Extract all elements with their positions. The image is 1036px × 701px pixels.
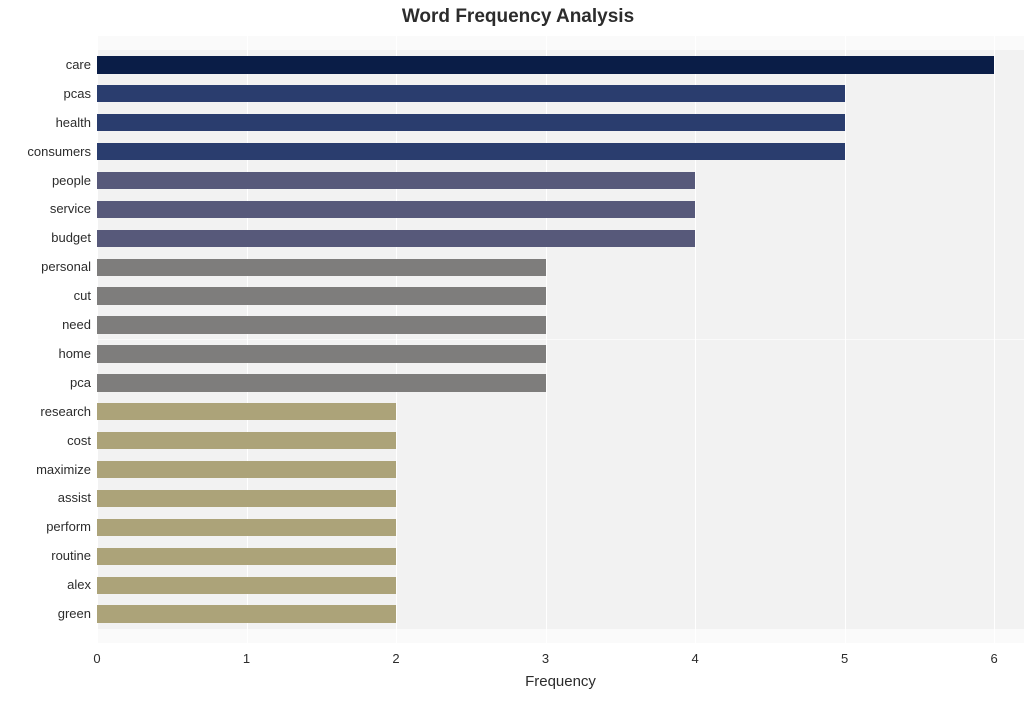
gridline [994,36,995,643]
x-tick-label: 1 [243,651,250,666]
bar [97,201,695,218]
y-tick-label: people [52,173,91,188]
bar [97,548,396,565]
y-tick-label: budget [51,230,91,245]
y-tick-label: pca [70,375,91,390]
y-tick-label: routine [51,548,91,563]
bar [97,432,396,449]
bar [97,114,845,131]
y-tick-label: personal [41,259,91,274]
y-tick-label: cut [74,288,91,303]
bar [97,230,695,247]
y-tick-label: care [66,57,91,72]
bar [97,85,845,102]
y-tick-label: need [62,317,91,332]
bar [97,605,396,622]
y-tick-label: home [58,346,91,361]
y-tick-label: health [56,115,91,130]
bar [97,374,546,391]
y-tick-label: maximize [36,462,91,477]
x-tick-label: 2 [392,651,399,666]
plot-area [97,36,1024,643]
x-axis-label: Frequency [97,673,1024,690]
y-tick-label: consumers [27,144,91,159]
y-tick-label: cost [67,433,91,448]
bar [97,403,396,420]
chart-title: Word Frequency Analysis [0,6,1036,28]
bar [97,519,396,536]
y-tick-label: research [40,404,91,419]
bar [97,172,695,189]
y-tick-label: service [50,201,91,216]
bar [97,345,546,362]
x-tick-label: 6 [990,651,997,666]
y-tick-label: assist [58,490,91,505]
y-tick-label: pcas [64,86,91,101]
bar [97,490,396,507]
word-frequency-chart: Word Frequency Analysis Frequency 0 1 2 3 4 5… [0,0,1036,701]
bar [97,461,396,478]
bar [97,259,546,276]
y-tick-label: perform [46,519,91,534]
bar [97,316,546,333]
bar [97,143,845,160]
x-tick-label: 3 [542,651,549,666]
y-tick-label: green [58,606,91,621]
bar [97,56,994,73]
bar [97,577,396,594]
x-tick-label: 4 [691,651,698,666]
gridline [845,36,846,643]
x-tick-label: 0 [93,651,100,666]
y-tick-label: alex [67,577,91,592]
bar [97,287,546,304]
x-tick-label: 5 [841,651,848,666]
